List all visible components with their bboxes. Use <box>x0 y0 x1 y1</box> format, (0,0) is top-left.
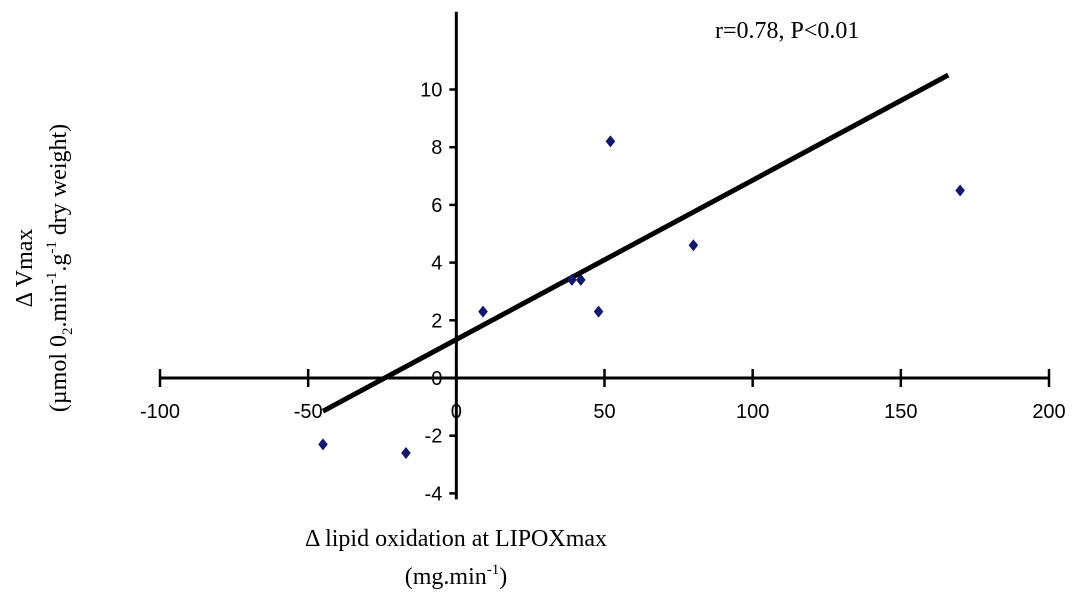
y-label-part-a: (µmol 0 <box>46 335 72 412</box>
x-axis-label-close: ) <box>499 564 507 590</box>
data-point <box>689 239 699 251</box>
x-axis-label-line2: (mg.min-1) <box>405 562 508 590</box>
data-point <box>606 135 616 147</box>
data-point <box>955 184 965 196</box>
y-tick-label: -2 <box>425 426 443 448</box>
y-label-sup2: -1 <box>44 241 60 254</box>
fit-line-group <box>323 75 948 411</box>
y-axis-label-line2: (µmol 02.min-1.g-1 dry weight) <box>44 124 76 412</box>
x-tick-label: -50 <box>294 401 323 423</box>
data-point <box>594 306 604 318</box>
y-tick-label: 2 <box>431 310 442 332</box>
y-label-part-c: .g <box>46 254 72 272</box>
points-group <box>318 135 965 459</box>
x-axis-label-sup: -1 <box>487 562 500 578</box>
y-label-sub: 2 <box>60 328 76 336</box>
x-tick-label: 0 <box>451 401 462 423</box>
x-tick-label: 50 <box>593 401 615 423</box>
y-tick-label: 4 <box>431 253 442 275</box>
y-axis-label-line1: Δ Vmax <box>12 229 38 308</box>
tick-labels-group: -100 -50 0 50 100 150 200 -4 -2 0 2 4 6 8 10 <box>140 80 1066 506</box>
axes <box>160 12 1049 500</box>
y-tick-label: 10 <box>420 80 442 102</box>
y-label-part-d: dry weight) <box>46 124 72 241</box>
regression-line <box>323 75 948 411</box>
x-axis-label-unit: (mg.min <box>405 564 487 590</box>
x-axis-label-line1: Δ lipid oxidation at LIPOXmax <box>305 526 607 552</box>
y-tick-label: 8 <box>431 137 442 159</box>
data-point <box>478 306 488 318</box>
x-tick-label: 100 <box>736 401 769 423</box>
y-tick-label: 6 <box>431 195 442 217</box>
y-tick-label: -4 <box>425 483 443 505</box>
x-tick-label: 150 <box>884 401 917 423</box>
y-label-sup1: -1 <box>44 272 60 285</box>
data-point <box>401 447 411 459</box>
x-tick-label: 200 <box>1032 401 1065 423</box>
y-tick-label: 0 <box>431 368 442 390</box>
y-axis-label: Δ Vmax (µmol 02.min-1.g-1 dry weight) <box>12 124 76 412</box>
correlation-annotation: r=0.78, P<0.01 <box>715 18 859 44</box>
y-label-part-b: .min <box>46 284 72 327</box>
data-point <box>318 438 328 450</box>
x-tick-label: -100 <box>140 401 180 423</box>
